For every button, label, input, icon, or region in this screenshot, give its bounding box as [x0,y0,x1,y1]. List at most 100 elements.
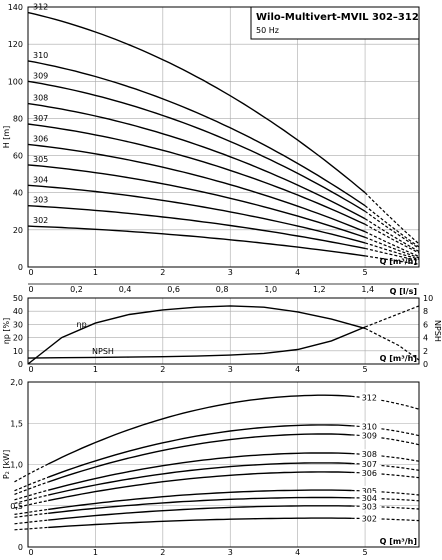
power-chart: 0 0,5 1,0 1,5 2,0 0 1 2 3 4 5 Q [m³/h] P₂ [kW] 312 310… [2,378,420,557]
y-tick-label: 0 [18,263,23,272]
y-axis-label: NPSH [433,320,442,342]
x-tick-label: 0 [28,365,33,374]
power-curve-start-302 [14,526,49,531]
head-curve-307 [27,123,366,225]
head-curve-303 [27,205,366,250]
x-axis-label: Q [m³/h] [380,257,417,266]
power-curve-306 [48,471,352,502]
y-axis-label: ηp [%] [2,318,11,345]
power-curve-309 [47,433,352,483]
head-curve-ext-309 [364,210,420,249]
x-tick-label: 5 [363,548,368,557]
x2-tick-label: 0 [28,285,33,294]
y-right-tick-label: 4 [423,334,428,343]
power-curve-310 [47,424,352,478]
power-label-bg [359,513,380,523]
power-label-bg [359,467,380,477]
x-tick-label: 1 [93,365,98,374]
y-axis-label: P₂ [kW] [2,450,11,479]
npsh-label: NPSH [92,347,114,356]
head-series-label: 302 [33,216,48,225]
power-series-label: 302 [362,515,377,524]
y-right-tick-label: 0 [423,360,428,369]
x-tick-label: 3 [228,365,233,374]
power-label-bg [359,485,380,495]
x2-axis-label: Q [l/s] [390,287,417,296]
y-tick-label: 20 [13,226,23,235]
head-series-label: 310 [33,51,48,60]
x-tick-label: 3 [228,268,233,277]
plot-frame [27,381,420,548]
x2-tick-label: 0,4 [119,285,132,294]
x-tick-label: 2 [160,268,165,277]
head-curve-310 [27,60,366,207]
x-tick-label: 0 [28,548,33,557]
power-curve-start-312 [14,463,49,483]
power-curve-start-305 [14,508,49,515]
y-tick-label: 20 [13,334,23,343]
x-tick-label: 4 [295,268,300,277]
power-label-bg [359,421,380,431]
power-label-bg [359,392,380,402]
power-label-bg [359,458,380,468]
head-series-label: 312 [33,3,48,12]
npsh-curve [27,326,366,359]
head-series-label: 305 [33,155,48,164]
head-series-label: 307 [33,114,48,123]
y-tick-label: 0 [18,360,23,369]
y-tick-label: 10 [13,347,23,356]
x-tick-label: 2 [160,365,165,374]
plot-frame [27,6,420,268]
y-tick-label: 140 [8,3,23,12]
x-tick-label: 2 [160,548,165,557]
power-curve-start-308 [14,489,49,501]
head-curve-ext-307 [364,223,420,254]
head-series-label: 304 [33,175,48,184]
head-curve-ext-304 [364,242,420,260]
head-curve-309 [27,80,366,212]
power-series-label: 303 [362,502,377,511]
x-axis-label: Q [m³/h] [380,537,417,546]
y-right-tick-label: 6 [423,320,428,329]
power-curve-start-304 [14,512,49,518]
x2-tick-label: 1,4 [361,285,374,294]
efficiency-chart: 0 10 20 30 40 50 0 1 2 3 4 5 Q [m³/h] ηp [%] NPSH 0 2 4 6 8… [2,294,442,374]
head-series-label: 306 [33,134,48,143]
x-tick-label: 5 [363,365,368,374]
power-series-label: 312 [362,393,377,402]
x-tick-label: 3 [228,548,233,557]
power-curve-start-307 [14,494,49,504]
power-series-label: 308 [362,450,377,459]
power-curve-302 [48,517,352,529]
y-tick-label: 2,0 [10,378,23,387]
power-curve-305 [48,489,352,511]
y-tick-label: 50 [13,294,23,303]
x-tick-label: 4 [295,365,300,374]
x2-tick-label: 0,8 [216,285,229,294]
y-tick-label: 80 [13,114,23,123]
power-series-label: 304 [362,494,377,503]
power-curve-303 [48,505,352,521]
power-series-label: 307 [362,460,377,469]
chart-title: Wilo-Multivert-MVIL 302–312 [256,12,419,23]
y-tick-label: 40 [13,307,23,316]
title-box: Wilo-Multivert-MVIL 302–312 50 Hz [250,6,420,40]
head-series-label: 308 [33,94,48,103]
efficiency-curve-ext [364,327,420,361]
y-tick-label: 1,5 [10,419,23,428]
y-right-tick-label: 10 [423,294,433,303]
power-curve-312 [47,394,352,465]
x2-tick-label: 0,6 [167,285,180,294]
x-tick-label: 5 [363,268,368,277]
y-tick-label: 0,5 [10,502,23,511]
power-curve-start-306 [14,500,49,509]
y-right-tick-label: 2 [423,347,428,356]
y-tick-label: 40 [13,189,23,198]
head-curve-ext-302 [365,255,420,265]
head-curve-304 [27,184,366,244]
power-label-bg [359,501,380,511]
x-axis-label: Q [m³/h] [380,354,417,363]
y-right-tick-label: 8 [423,307,428,316]
head-curve-302 [27,225,366,257]
